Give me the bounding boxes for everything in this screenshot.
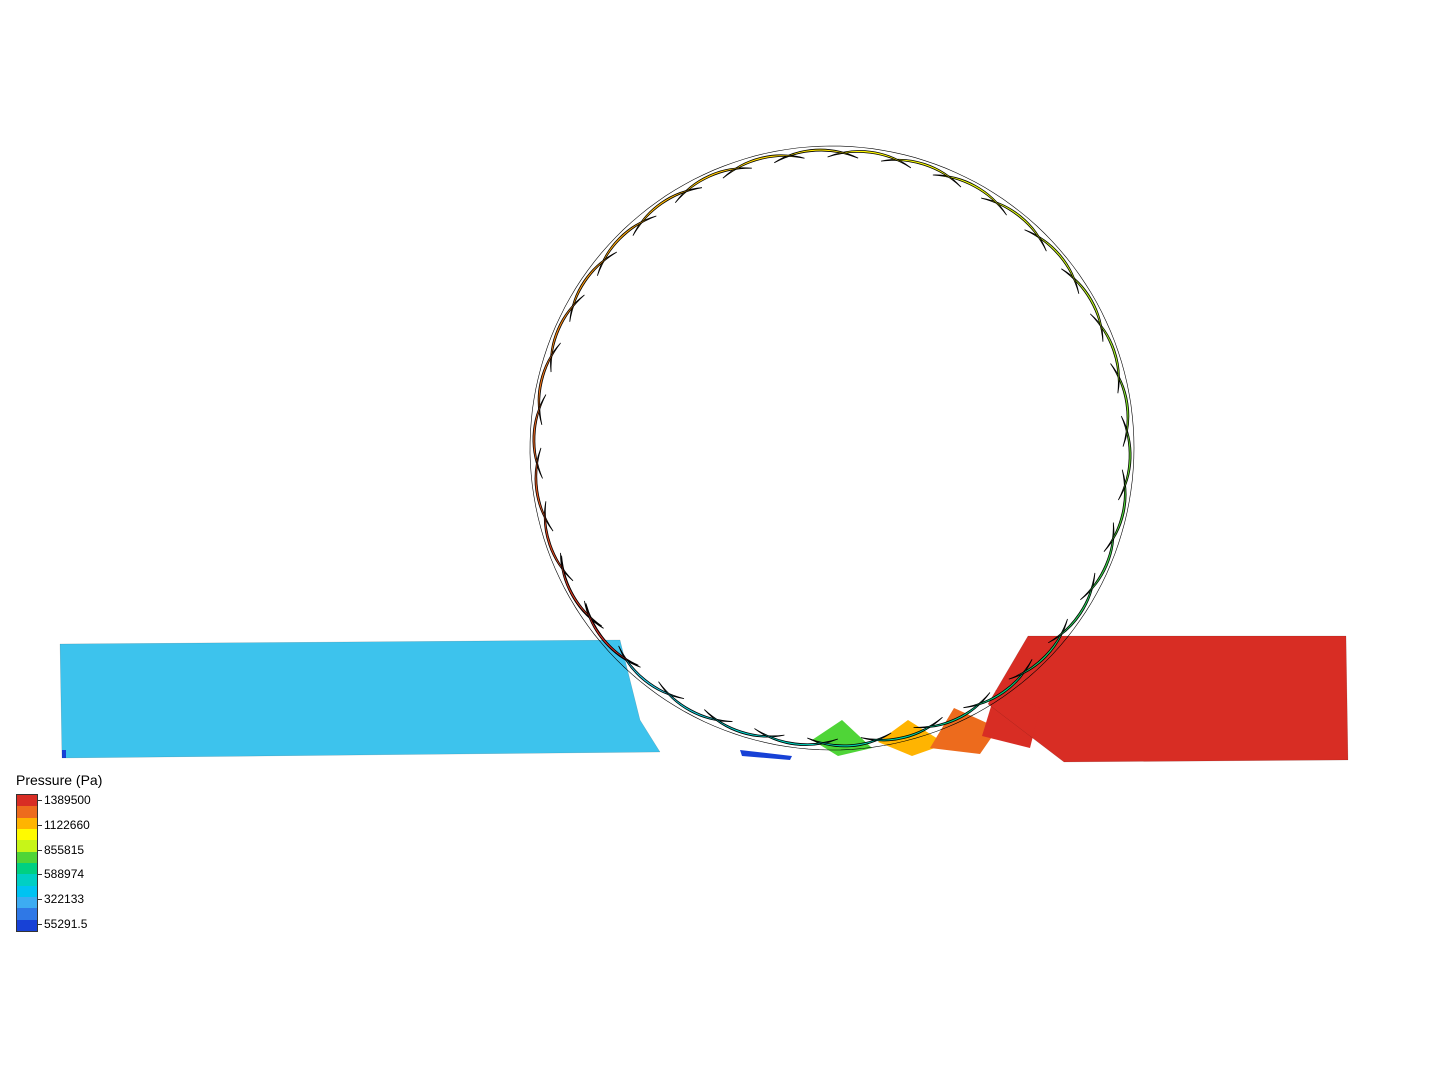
impeller-blade: [550, 295, 584, 372]
legend-label: 1389500: [44, 794, 91, 806]
legend-band: [17, 840, 37, 851]
legend-color-bar: [16, 794, 38, 932]
impeller-blade: [704, 710, 784, 737]
legend-band: [17, 920, 37, 931]
impeller-blade: [881, 159, 961, 187]
legend: Pressure (Pa) 1389500 1122660 855815 588974…: [16, 772, 102, 932]
impeller-blade: [544, 501, 573, 580]
impeller-blade: [538, 343, 560, 425]
legend-band: [17, 874, 37, 885]
legend-band: [17, 806, 37, 817]
impeller-blade: [561, 553, 602, 626]
impeller-blade: [1090, 314, 1119, 393]
pressure-contour-figure: [0, 0, 1440, 1080]
legend-label: 1122660: [44, 819, 91, 831]
legend-label: 588974: [44, 868, 91, 880]
legend-band: [17, 852, 37, 863]
impeller-blade: [1118, 416, 1131, 500]
impeller-blade: [981, 198, 1046, 251]
impeller-blade: [1104, 470, 1126, 552]
inlet-channel: [60, 640, 660, 758]
legend-band: [17, 818, 37, 829]
impeller-blade: [533, 395, 546, 479]
legend-labels: 1389500 1122660 855815 588974 322133 55291.5: [44, 794, 91, 930]
impeller-blade: [597, 216, 656, 276]
legend-band: [17, 908, 37, 919]
impeller-blade: [1025, 230, 1079, 294]
impeller-blade: [659, 682, 733, 722]
impeller-blade: [675, 168, 752, 203]
low-pressure-sliver: [62, 750, 66, 758]
low-pressure-sliver: [740, 750, 792, 760]
impeller-blade: [562, 556, 604, 629]
impeller-blade: [723, 155, 805, 178]
legend-label: 322133: [44, 893, 91, 905]
outlet-channel: [988, 636, 1348, 762]
legend-band: [17, 829, 37, 840]
legend-band: [17, 795, 37, 806]
legend-band: [17, 897, 37, 908]
legend-label: 55291.5: [44, 918, 91, 930]
legend-title: Pressure (Pa): [16, 772, 102, 788]
legend-band: [17, 886, 37, 897]
legend-band: [17, 863, 37, 874]
impeller-blade: [1061, 269, 1103, 342]
legend-label: 855815: [44, 844, 91, 856]
impeller-blade: [1080, 523, 1114, 600]
impeller-blade: [933, 175, 1007, 215]
